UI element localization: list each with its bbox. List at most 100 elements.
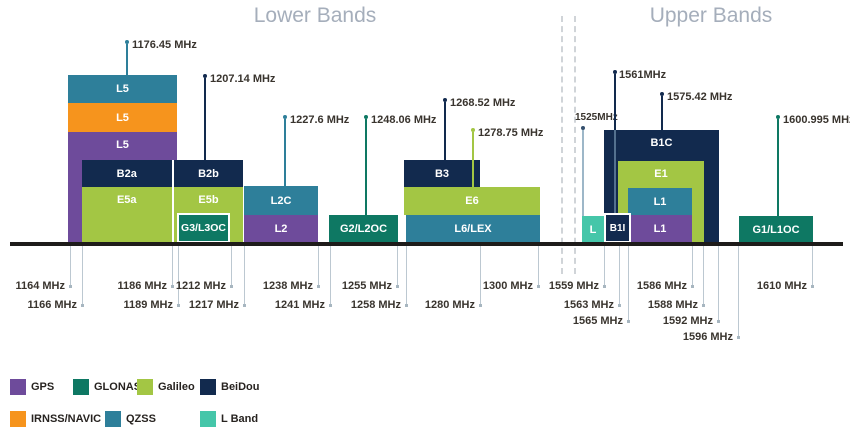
callout-label: 1227.6 MHz — [290, 114, 350, 126]
callout-label: 1176.45 MHz — [132, 39, 197, 51]
tick-leader — [718, 246, 719, 321]
legend-swatch — [10, 379, 26, 395]
legend-swatch — [200, 411, 216, 427]
tick-leader — [70, 246, 71, 286]
tick-dot — [717, 320, 720, 323]
band-label: L1 — [653, 195, 667, 208]
callout-dot — [612, 70, 617, 74]
tick-dot — [396, 285, 399, 288]
tick-dot — [317, 285, 320, 288]
callout-line — [661, 96, 663, 130]
band-label: B1I — [609, 222, 626, 234]
legend-swatch — [73, 379, 89, 395]
band-label: G3/L3OC — [181, 222, 226, 234]
legend-item-glonass: GLONASS — [73, 379, 148, 395]
legend-item-qzss: QZSS — [105, 411, 156, 427]
tick-leader — [692, 246, 693, 286]
band-label: L1 — [653, 223, 667, 235]
tick-label: 1300 MHz — [482, 280, 533, 292]
tick-dot — [603, 285, 606, 288]
band-label: B2b — [198, 167, 219, 180]
band-label: E6 — [465, 195, 479, 207]
callout-line-overlay — [614, 130, 616, 213]
tick-leader — [231, 246, 232, 286]
callout-label: 1575.42 MHz — [667, 91, 733, 103]
band-block-l1-qzss: L1 — [628, 188, 692, 215]
band-block-g2-l2oc: G2/L2OC — [329, 215, 398, 243]
callout-line — [614, 74, 616, 130]
callout-label: 1525MHz — [575, 112, 618, 123]
tick-label: 1610 MHz — [756, 280, 807, 292]
band-label: L5 — [116, 83, 129, 95]
callout-dot — [442, 98, 447, 102]
tick-label: 1559 MHz — [548, 280, 599, 292]
band-block-b3: B3 — [404, 160, 480, 187]
band-block-l2c: L2C — [244, 186, 318, 215]
tick-dot — [537, 285, 540, 288]
callout-label: 1268.52 MHz — [450, 97, 516, 109]
tick-leader — [703, 246, 704, 305]
band-block-b2b: B2b — [174, 160, 243, 187]
callout-dot — [124, 40, 129, 44]
legend-item-beidou: BeiDou — [200, 379, 260, 395]
band-block-l5-irnss: L5 — [68, 103, 177, 132]
band-label: L2C — [270, 194, 292, 207]
tick-dot — [171, 285, 174, 288]
legend-swatch — [200, 379, 216, 395]
callout-dot — [202, 74, 207, 78]
tick-dot — [618, 304, 621, 307]
tick-label: 1255 MHz — [341, 280, 392, 292]
lower-bands-title: Lower Bands — [253, 4, 377, 27]
tick-leader — [82, 246, 83, 305]
band-label: G1/L1OC — [752, 223, 800, 236]
legend-item-lband: L Band — [200, 411, 258, 427]
tick-label: 1592 MHz — [662, 315, 713, 327]
band-label: B2a — [116, 167, 137, 180]
legend-swatch — [10, 411, 26, 427]
tick-dot — [405, 304, 408, 307]
band-block-l5-qzss: L5 — [68, 75, 177, 103]
section-divider-dashed-line — [574, 16, 576, 274]
band-block-e6: E6 — [404, 187, 540, 215]
tick-dot — [702, 304, 705, 307]
tick-dot — [243, 304, 246, 307]
legend-label: IRNSS/NAVIC — [31, 413, 102, 425]
tick-leader — [604, 246, 605, 286]
legend-swatch — [105, 411, 121, 427]
legend-label: GPS — [31, 381, 55, 393]
callout-label: 1600.995 MHz — [783, 114, 850, 126]
tick-leader — [628, 246, 629, 321]
callout-label: 1207.14 MHz — [210, 73, 276, 85]
tick-label: 1166 MHz — [27, 299, 77, 311]
upper-bands-title: Upper Bands — [649, 4, 773, 27]
tick-label: 1238 MHz — [262, 280, 313, 292]
tick-leader — [318, 246, 319, 286]
tick-dot — [811, 285, 814, 288]
tick-leader — [480, 246, 481, 305]
tick-dot — [479, 304, 482, 307]
section-divider-dashed-line — [561, 16, 563, 274]
tick-label: 1586 MHz — [636, 280, 687, 292]
tick-dot — [177, 304, 180, 307]
tick-label: 1565 MHz — [572, 315, 623, 327]
band-label: E5a — [116, 194, 137, 206]
band-label: L6/LEX — [454, 223, 492, 235]
callout-dot — [580, 126, 585, 130]
callout-line — [126, 44, 128, 75]
tick-dot — [627, 320, 630, 323]
tick-label: 1212 MHz — [175, 280, 226, 292]
callout-line — [582, 130, 584, 216]
legend-label: L Band — [221, 413, 259, 425]
callout-line — [777, 119, 779, 216]
tick-label: 1189 MHz — [123, 299, 173, 311]
band-label: E1 — [654, 168, 668, 180]
callout-dot — [282, 115, 287, 119]
band-block-lband: L — [582, 216, 604, 243]
tick-leader — [619, 246, 620, 305]
band-block-b1i: B1I — [604, 213, 631, 243]
callout-line — [472, 132, 474, 187]
tick-leader — [538, 246, 539, 286]
tick-leader — [738, 246, 739, 337]
tick-label: 1588 MHz — [647, 299, 698, 311]
